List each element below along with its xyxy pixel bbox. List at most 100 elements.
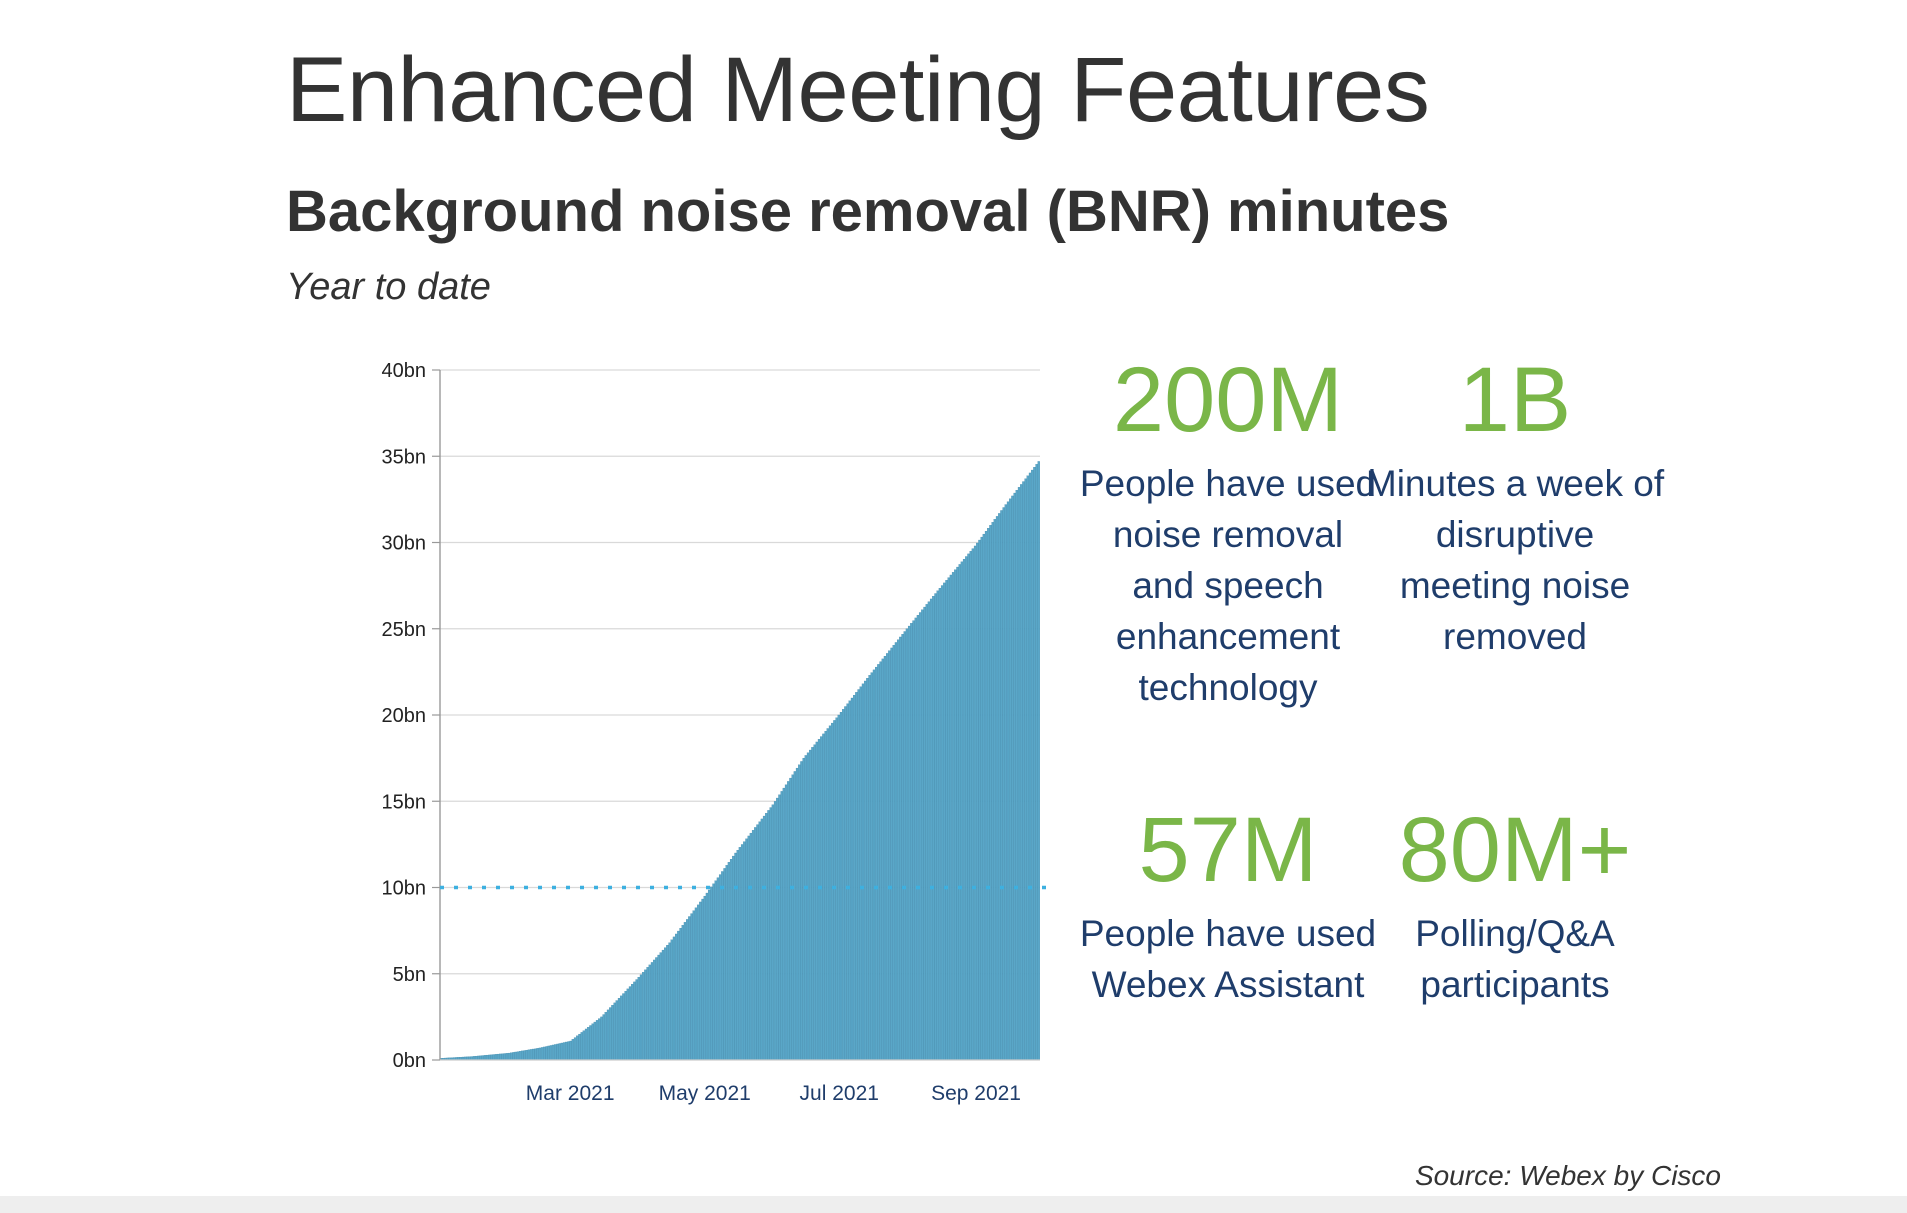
bar [949,574,953,1061]
bar [598,1018,601,1061]
bar [826,728,829,1061]
bar [644,969,647,1061]
bar [582,1030,586,1061]
bar [749,832,753,1061]
bar [1031,469,1034,1061]
bar [837,714,840,1061]
bar [477,1055,480,1061]
bar [894,642,898,1061]
bar [848,700,851,1061]
bar [617,998,621,1061]
bar [910,623,913,1061]
bar [938,588,942,1061]
bar [1037,461,1040,1061]
bar [751,830,755,1061]
bar [861,683,865,1061]
bar [578,1033,581,1061]
bar [653,959,656,1061]
bar [765,813,768,1061]
x-tick-label: Sep 2021 [931,1082,1021,1105]
bar [879,661,882,1061]
footer-band [0,1196,1907,1213]
bar [580,1032,583,1061]
stat-description: People have used Webex Assistant [1079,913,1377,1005]
bar [696,904,700,1061]
bar [980,536,983,1061]
bar [951,572,955,1061]
bar [587,1027,590,1061]
bar [538,1047,542,1061]
bar [896,639,900,1061]
bar [1022,481,1025,1061]
bar [1020,484,1023,1061]
bar [802,757,805,1061]
bar [1033,467,1036,1061]
bar [984,531,988,1061]
x-tick-label: May 2021 [659,1082,751,1105]
bar [659,952,662,1061]
y-tick-label: 30bn [382,533,427,555]
bar [800,761,803,1061]
bar [903,631,906,1061]
bar [859,686,862,1061]
bar [925,604,928,1061]
bar [496,1053,500,1061]
bar [793,771,797,1061]
bar [976,542,979,1061]
bar [650,962,654,1061]
bar [754,827,757,1061]
stat-description: People have used noise removal and speec… [1079,463,1377,708]
bar [677,930,680,1061]
bar [886,653,889,1061]
bar [932,596,935,1061]
bar [490,1054,493,1061]
stat-description: Polling/Q&A participants [1415,913,1615,1005]
bar [1015,490,1018,1061]
bar [956,566,959,1061]
bar [611,1005,614,1061]
bar [947,577,950,1061]
x-tick-label: Mar 2021 [526,1082,615,1105]
chart-title: Background noise removal (BNR) minutes [286,179,1450,244]
bar [481,1055,484,1061]
bar [523,1050,526,1061]
bar [503,1053,506,1061]
bar [890,647,893,1061]
bar [923,606,926,1061]
bar [631,984,634,1061]
bar [868,675,871,1061]
bar [881,658,884,1061]
bar [971,548,975,1061]
bar [934,593,937,1061]
bar [721,871,724,1061]
bar [907,625,911,1061]
source-note: Source: Webex by Cisco [1414,1160,1721,1191]
bar [844,706,847,1061]
bar [661,949,665,1061]
bar [870,672,873,1061]
bar [936,590,939,1061]
bar [892,645,895,1061]
bar [534,1048,537,1061]
bar [973,545,977,1061]
stat-value: 80M+ [1398,799,1632,901]
bar [1017,487,1021,1061]
stat-value: 200M [1112,349,1344,451]
bar [545,1046,548,1061]
bar [736,850,739,1061]
bar [536,1048,539,1061]
bar [633,981,636,1061]
bar [703,895,706,1061]
bar [694,907,698,1061]
bar [778,794,781,1061]
bar [710,886,713,1061]
bar [642,972,645,1061]
bar [613,1002,616,1061]
bar [943,582,946,1061]
bar [817,739,821,1061]
bar [967,553,970,1061]
bar [809,749,812,1061]
bar [729,859,733,1061]
x-tick-label: Jul 2021 [800,1082,879,1105]
stat-people-noise-removal: 200M People have used noise removal and … [1078,350,1378,713]
